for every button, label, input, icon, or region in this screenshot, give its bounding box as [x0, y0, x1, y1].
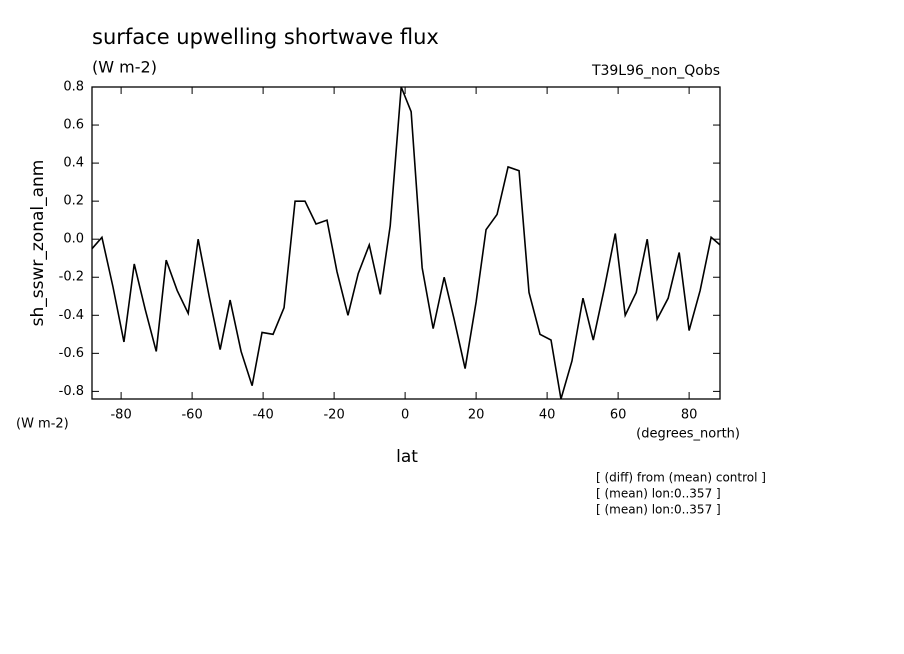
y-tick-label: -0.4 — [59, 308, 84, 323]
y-units: (W m-2) — [16, 417, 69, 432]
y-tick-label: -0.2 — [59, 270, 84, 285]
note: [ (mean) lon:0..357 ] — [596, 487, 721, 501]
x-tick-label: -40 — [252, 408, 273, 423]
x-tick-label: 40 — [539, 408, 556, 423]
x-tick-label: 20 — [468, 408, 485, 423]
run-label: T39L96_non_Qobs — [591, 63, 720, 79]
y-tick-label: 0.8 — [63, 80, 84, 95]
data-line — [91, 86, 721, 400]
x-tick-label: -80 — [110, 408, 131, 423]
plot-frame — [91, 86, 721, 400]
y-tick-label: -0.6 — [59, 346, 84, 361]
x-tick-label: -20 — [323, 408, 344, 423]
subtitle: (W m-2) — [92, 58, 157, 77]
x-tick-label: -60 — [181, 408, 202, 423]
y-tick-label: 0.2 — [63, 194, 84, 209]
x-tick-label: 80 — [681, 408, 698, 423]
x-units: (degrees_north) — [636, 427, 740, 442]
note: [ (diff) from (mean) control ] — [596, 471, 766, 485]
y-tick-label: -0.8 — [59, 384, 84, 399]
x-tick-label: 60 — [610, 408, 627, 423]
y-axis-label: sh_sswr_zonal_anm — [28, 160, 48, 327]
note: [ (mean) lon:0..357 ] — [596, 503, 721, 517]
x-tick-label: 0 — [401, 408, 409, 423]
x-axis-label: lat — [396, 447, 418, 467]
y-tick-label: 0.0 — [63, 232, 84, 247]
y-tick-label: 0.6 — [63, 118, 84, 133]
chart-title: surface upwelling shortwave flux — [92, 25, 439, 49]
y-tick-label: 0.4 — [63, 156, 84, 171]
